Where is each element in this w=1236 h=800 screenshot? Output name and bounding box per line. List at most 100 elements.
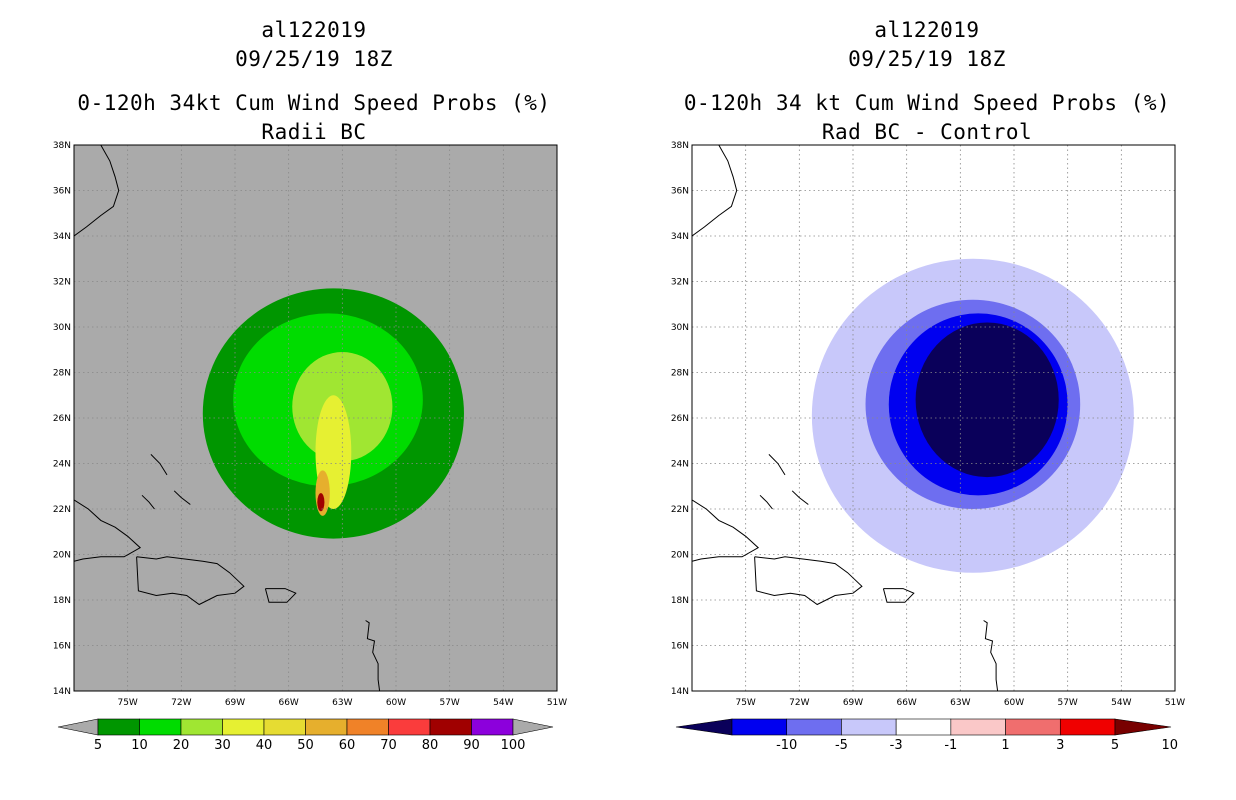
left-y-tick-9: 32N — [53, 278, 71, 288]
right-colorbar-arrow-right — [1114, 718, 1172, 736]
right-y-tick-3: 20N — [671, 551, 689, 561]
right-x-tick-8: 51W — [1165, 698, 1185, 708]
right-coastline-6 — [791, 490, 809, 505]
right-coastline-4 — [983, 620, 999, 691]
right-colorbar-swatch-6 — [1059, 718, 1116, 736]
right-colorbar-label-6: 5 — [1111, 738, 1119, 753]
left-colorbar-swatch-9 — [471, 718, 514, 736]
left-colorbar-swatch-0 — [97, 718, 140, 736]
right-chart-subtitle: Rad BC - Control — [821, 120, 1033, 144]
right-x-tick-4: 63W — [950, 698, 970, 708]
left-x-tick-2: 69W — [225, 698, 245, 708]
left-contour-group — [202, 288, 464, 539]
right-colorbar-label-0: -10 — [776, 738, 797, 753]
left-colorbar-swatch-8 — [429, 718, 472, 736]
left-coastline-3 — [264, 588, 297, 603]
right-y-tick-1: 16N — [671, 642, 689, 652]
right-x-tick-1: 72W — [789, 698, 809, 708]
right-y-tick-6: 26N — [671, 414, 689, 424]
right-map-frame — [691, 144, 1176, 692]
left-colorbar-label-1: 10 — [131, 738, 148, 753]
left-coastline-6 — [173, 490, 191, 505]
right-x-tick-5: 60W — [1004, 698, 1024, 708]
right-coastline-3 — [882, 588, 915, 603]
left-coastline-2 — [136, 556, 245, 606]
left-y-tick-10: 34N — [53, 232, 71, 242]
left-colorbar-swatch-6 — [346, 718, 389, 736]
left-coastline-0 — [74, 145, 120, 237]
left-y-tick-6: 26N — [53, 414, 71, 424]
left-coastline-7 — [141, 494, 155, 510]
right-date: 09/25/19 18Z — [848, 47, 1006, 71]
left-coastline-1 — [74, 499, 142, 562]
right-chart-title: 0-120h 34 kt Cum Wind Speed Probs (%) — [683, 91, 1171, 115]
right-coastlines — [692, 145, 999, 691]
left-contour-5 — [317, 493, 325, 512]
right-storm-id: al122019 — [874, 18, 980, 42]
left-chart-title: 0-120h 34kt Cum Wind Speed Probs (%) — [77, 91, 551, 115]
left-colorbar-swatch-3 — [222, 718, 265, 736]
right-coastline-7 — [759, 494, 773, 510]
left-colorbar-label-8: 80 — [422, 738, 439, 753]
left-y-tick-7: 28N — [53, 369, 71, 379]
right-y-tick-4: 22N — [671, 505, 689, 515]
right-colorbar-swatch-3 — [895, 718, 952, 736]
right-x-tick-3: 66W — [896, 698, 916, 708]
right-colorbar-arrow-left — [675, 718, 733, 736]
left-coastline-4 — [365, 620, 381, 691]
left-colorbar-label-7: 70 — [380, 738, 397, 753]
right-colorbar-swatch-2 — [841, 718, 897, 736]
right-colorbar-swatch-0 — [731, 718, 788, 736]
right-y-tick-9: 32N — [671, 278, 689, 288]
left-colorbar-label-10: 100 — [501, 738, 526, 753]
left-colorbar-label-9: 90 — [463, 738, 480, 753]
right-colorbar-label-1: -5 — [835, 738, 848, 753]
right-x-tick-2: 69W — [843, 698, 863, 708]
left-x-tick-5: 60W — [386, 698, 406, 708]
left-x-tick-4: 63W — [332, 698, 352, 708]
right-colorbar-swatch-5 — [1005, 718, 1061, 736]
left-coastline-5 — [150, 454, 168, 476]
right-colorbar-label-5: 3 — [1056, 738, 1064, 753]
left-colorbar-arrow-right — [512, 718, 554, 736]
left-colorbar-swatch-1 — [139, 718, 182, 736]
right-y-tick-10: 34N — [671, 232, 689, 242]
right-coastline-0 — [692, 145, 738, 237]
left-colorbar-label-0: 5 — [94, 738, 102, 753]
left-y-tick-11: 36N — [53, 187, 71, 197]
left-x-tick-6: 57W — [439, 698, 459, 708]
left-y-tick-4: 22N — [53, 505, 71, 515]
left-colorbar-swatch-7 — [388, 718, 431, 736]
right-y-tick-7: 28N — [671, 369, 689, 379]
right-y-tick-12: 38N — [671, 141, 689, 151]
right-colorbar-swatch-4 — [950, 718, 1006, 736]
right-colorbar-label-7: 10 — [1161, 738, 1178, 753]
right-y-tick-5: 24N — [671, 460, 689, 470]
left-coastlines — [74, 145, 381, 691]
left-chart-subtitle: Radii BC — [261, 120, 367, 144]
right-x-tick-7: 54W — [1111, 698, 1131, 708]
right-colorbar-label-4: 1 — [1001, 738, 1009, 753]
right-coastline-5 — [768, 454, 786, 476]
left-colorbar-label-2: 20 — [173, 738, 190, 753]
left-colorbar-swatch-5 — [305, 718, 348, 736]
left-colorbar-swatch-4 — [263, 718, 306, 736]
right-coastline-1 — [692, 499, 760, 562]
left-y-tick-5: 24N — [53, 460, 71, 470]
right-y-tick-2: 18N — [671, 596, 689, 606]
right-x-tick-0: 75W — [735, 698, 755, 708]
left-x-tick-7: 54W — [493, 698, 513, 708]
right-colorbar-swatch-1 — [786, 718, 842, 736]
left-y-tick-12: 38N — [53, 141, 71, 151]
left-colorbar-label-4: 40 — [256, 738, 273, 753]
left-map-frame — [73, 144, 558, 692]
left-y-tick-3: 20N — [53, 551, 71, 561]
left-x-tick-0: 75W — [117, 698, 137, 708]
right-colorbar-label-3: -1 — [944, 738, 957, 753]
right-y-tick-8: 30N — [671, 323, 689, 333]
left-y-tick-0: 14N — [53, 687, 71, 697]
right-y-tick-0: 14N — [671, 687, 689, 697]
left-colorbar-swatch-2 — [180, 718, 223, 736]
left-x-tick-1: 72W — [171, 698, 191, 708]
